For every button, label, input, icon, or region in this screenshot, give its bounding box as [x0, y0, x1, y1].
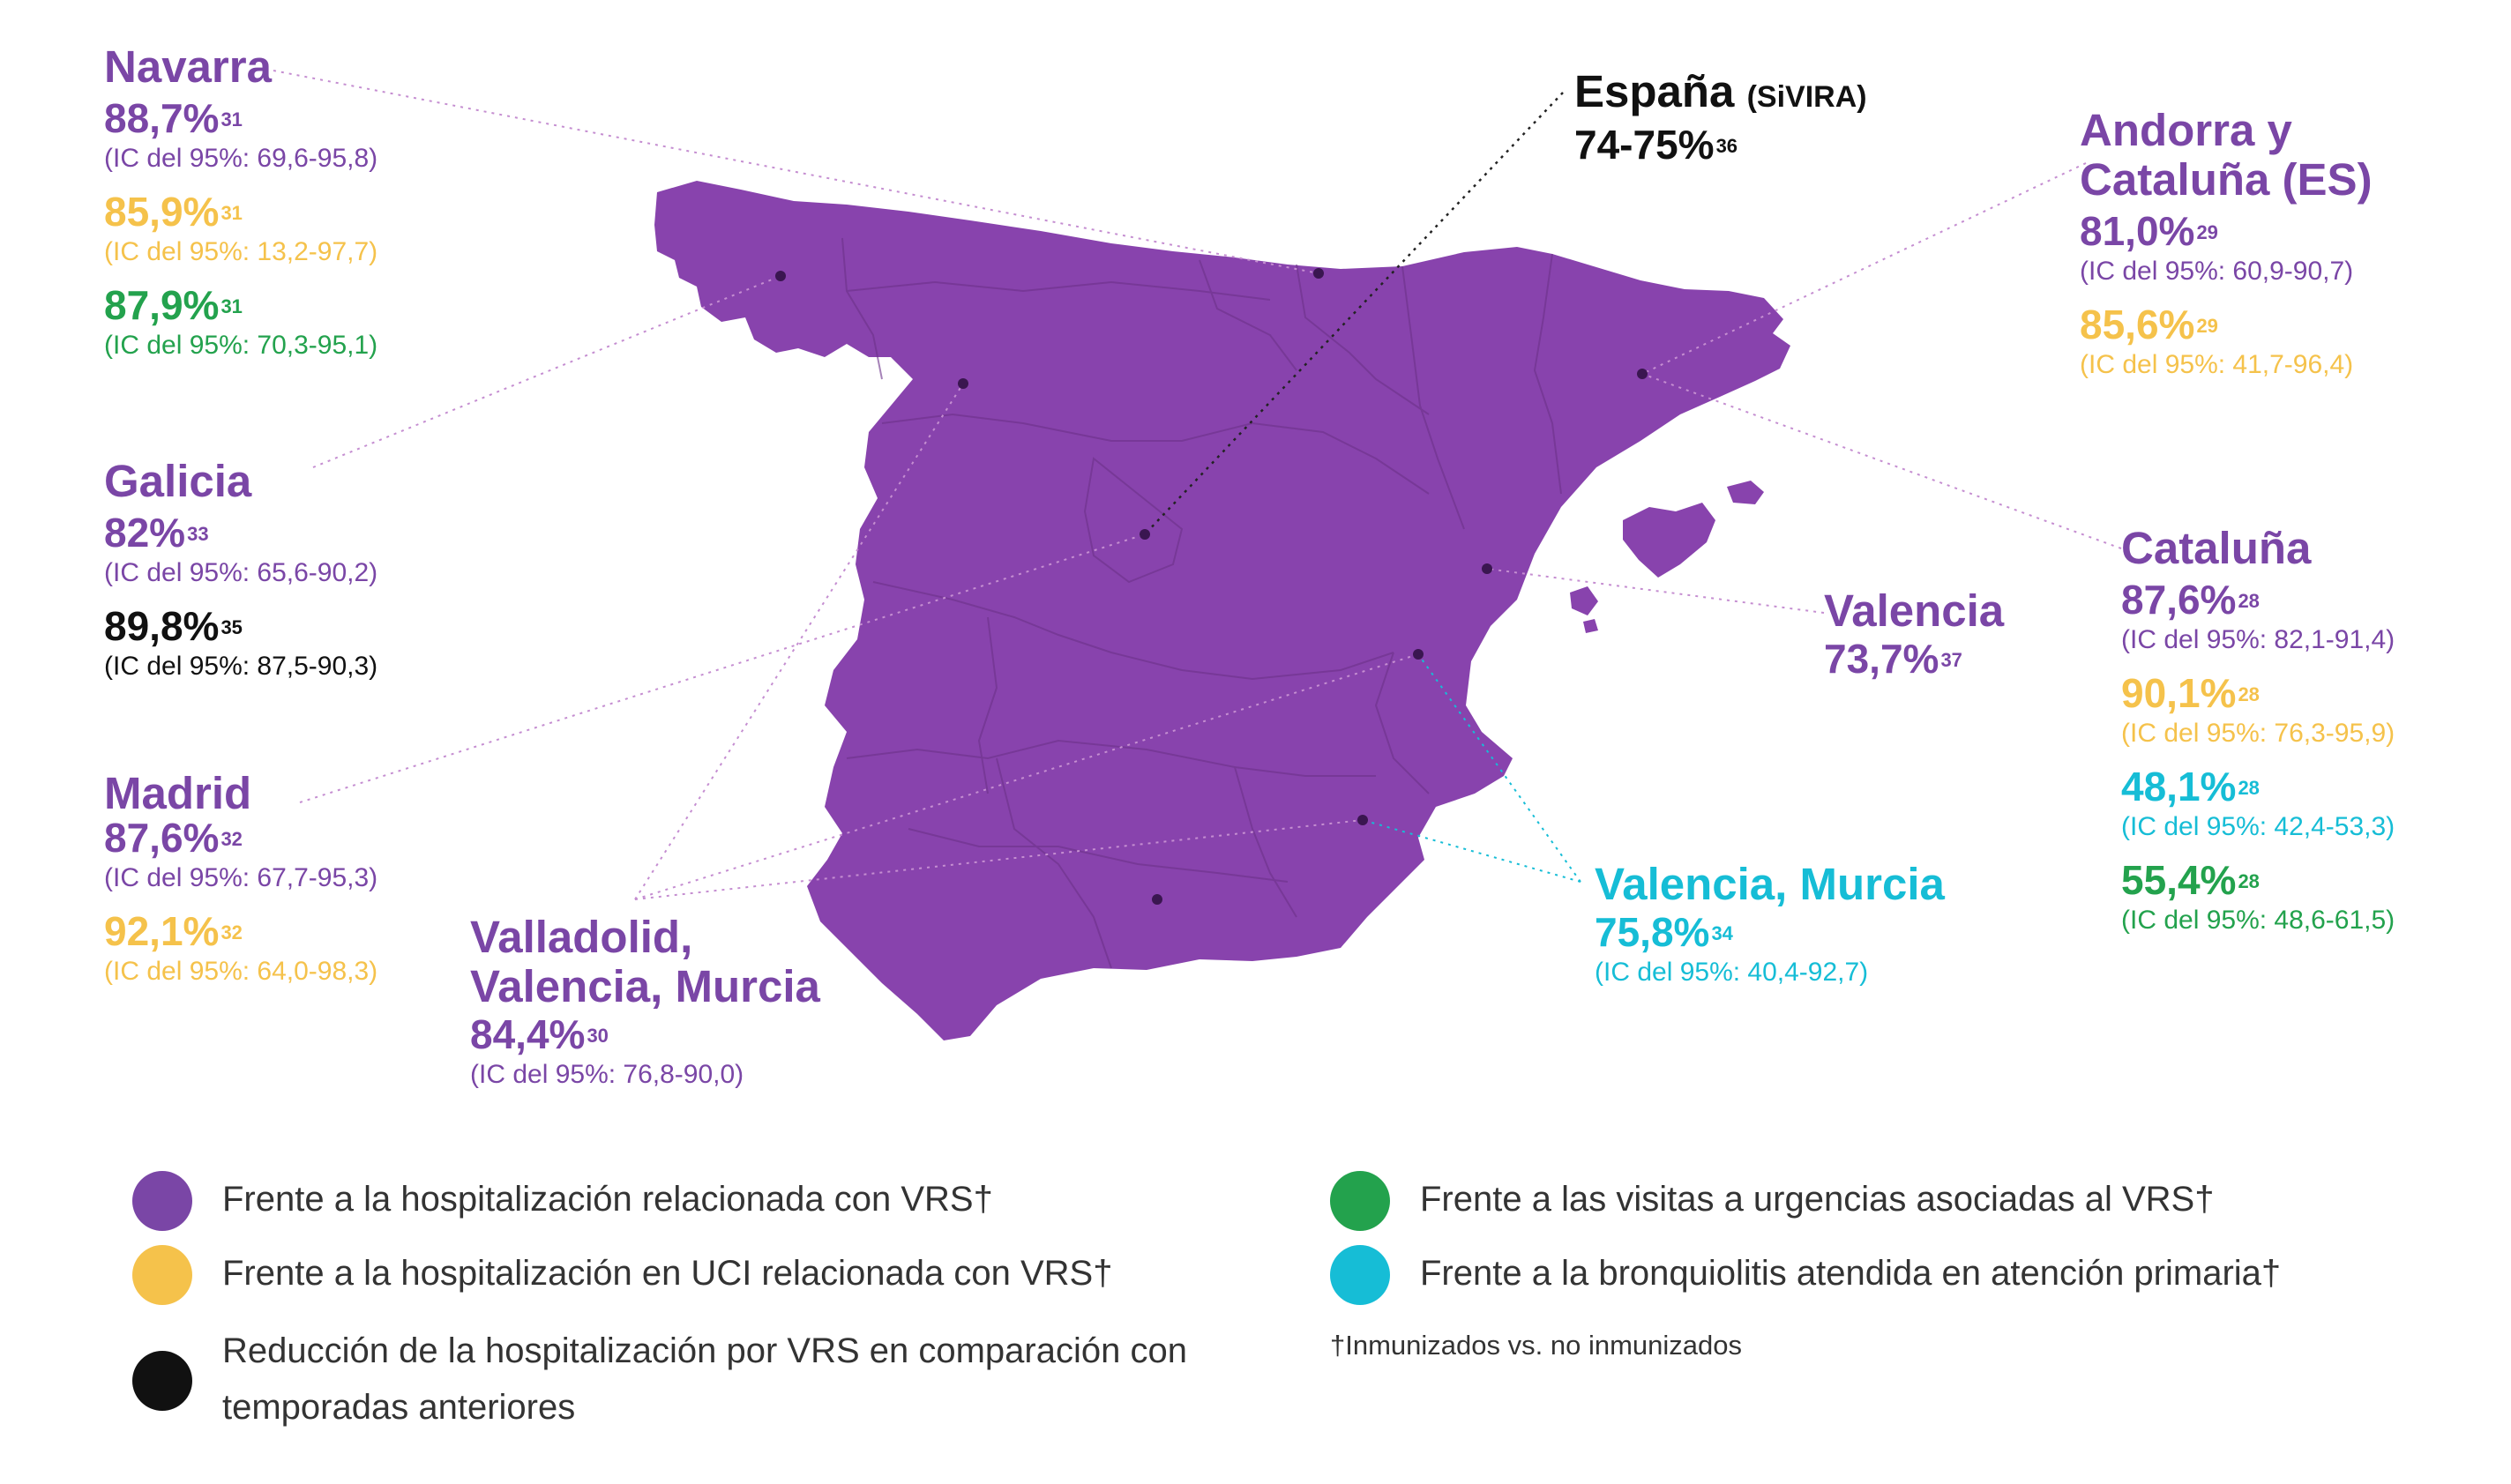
valencia-hosp-pct: 73,7%37: [1824, 636, 1962, 682]
leader-vvm-valladolid: [634, 383, 964, 900]
leader-madrid: [299, 533, 1146, 803]
leader-valmur-murcia: [1362, 819, 1581, 883]
andorra-name-line2: Cataluña (ES): [2080, 154, 2373, 205]
vvm-block: Valladolid, Valencia, Murcia 84,4%30 (IC…: [470, 913, 820, 1105]
legend-bronquiolitis: Frente a la bronquiolitis atendida en at…: [1330, 1245, 2281, 1305]
madrid-hosp-pct: 87,6%32: [104, 815, 243, 861]
dot-navarra: [1313, 268, 1324, 279]
ibiza-island: [1570, 586, 1598, 615]
dot-valencia: [1413, 649, 1424, 660]
leader-lines: [273, 70, 2122, 900]
legend-uci-label: Frente a la hospitalización en UCI relac…: [222, 1254, 1113, 1293]
navarra-name: Navarra: [104, 41, 272, 92]
leader-andorra: [1641, 162, 2087, 375]
andorra-block: Andorra y Cataluña (ES) 81,0%29 (IC del …: [2080, 106, 2373, 395]
legend-urgencias-swatch: [1330, 1171, 1390, 1231]
andorra-hosp-pct: 81,0%29: [2080, 208, 2218, 254]
legend-uci: Frente a la hospitalización en UCI relac…: [132, 1245, 1112, 1305]
valmur-name: Valencia, Murcia: [1595, 859, 1945, 909]
cataluna-hosp-pct: 87,6%28: [2121, 577, 2260, 623]
espana-red-pct: 74-75%36: [1574, 122, 1738, 168]
andorra-hosp-ci: (IC del 95%: 60,9-90,7): [2080, 257, 2354, 286]
navarra-hosp-pct: 88,7%31: [104, 95, 243, 141]
madrid-uci-pct: 92,1%32: [104, 908, 243, 954]
legend-urgencias: Frente a las visitas a urgencias asociad…: [1330, 1171, 2214, 1231]
legend-reduccion-label: Reducción de la hospitalización por VRS …: [222, 1331, 1187, 1427]
dot-madrid: [1140, 529, 1150, 540]
espana-name: España (SiVIRA): [1574, 66, 1867, 116]
andorra-name-line1: Andorra y: [2080, 105, 2292, 155]
cataluna-uci-ci: (IC del 95%: 76,3-95,9): [2121, 719, 2395, 748]
leader-cataluna: [1641, 373, 2122, 549]
vvm-name-line2: Valencia, Murcia: [470, 961, 820, 1011]
navarra-block: Navarra 88,7%31 (IC del 95%: 69,6-95,8) …: [104, 42, 377, 376]
cataluna-bronq-pct: 48,1%28: [2121, 764, 2260, 809]
dot-andalucia: [1152, 894, 1162, 905]
galicia-name: Galicia: [104, 456, 252, 506]
valencia-block: Valencia 73,7%37: [1824, 586, 2004, 682]
dot-castellon: [1482, 563, 1492, 574]
mallorca-island: [1623, 503, 1715, 578]
cataluna-urg-pct: 55,4%28: [2121, 857, 2260, 903]
cataluna-name: Cataluña: [2121, 523, 2312, 573]
valmur-block: Valencia, Murcia 75,8%34 (IC del 95%: 40…: [1595, 860, 1945, 1003]
leader-valencia: [1486, 568, 1825, 614]
formentera-island: [1583, 619, 1598, 633]
galicia-red-ci: (IC del 95%: 87,5-90,3): [104, 652, 378, 681]
galicia-hosp-ci: (IC del 95%: 65,6-90,2): [104, 558, 378, 587]
legend-reduccion-swatch: [132, 1351, 192, 1411]
valmur-bronq-ci: (IC del 95%: 40,4-92,7): [1595, 958, 1869, 987]
navarra-urg-ci: (IC del 95%: 70,3-95,1): [104, 331, 378, 360]
cataluna-uci-pct: 90,1%28: [2121, 670, 2260, 716]
valencia-name: Valencia: [1824, 585, 2005, 636]
andorra-uci-ci: (IC del 95%: 41,7-96,4): [2080, 350, 2354, 379]
vvm-hosp-ci: (IC del 95%: 76,8-90,0): [470, 1060, 744, 1089]
cataluna-hosp-ci: (IC del 95%: 82,1-91,4): [2121, 625, 2395, 654]
navarra-hosp-ci: (IC del 95%: 69,6-95,8): [104, 144, 378, 173]
cataluna-urg-ci: (IC del 95%: 48,6-61,5): [2121, 906, 2395, 935]
andorra-uci-pct: 85,6%29: [2080, 302, 2218, 347]
leader-galicia: [312, 275, 781, 468]
madrid-block: Madrid 87,6%32 (IC del 95%: 67,7-95,3) 9…: [104, 769, 377, 1002]
madrid-hosp-ci: (IC del 95%: 67,7-95,3): [104, 863, 378, 892]
leader-navarra: [273, 70, 1319, 274]
region-borders: [841, 237, 1562, 969]
galicia-hosp-pct: 82%33: [104, 510, 209, 556]
navarra-uci-ci: (IC del 95%: 13,2-97,7): [104, 237, 378, 266]
legend-bronquiolitis-label: Frente a la bronquiolitis atendida en at…: [1420, 1254, 2282, 1293]
navarra-urg-pct: 87,9%31: [104, 282, 243, 328]
leader-espana: [1144, 92, 1564, 535]
galicia-red-pct: 89,8%35: [104, 603, 243, 649]
cataluna-block: Cataluña 87,6%28 (IC del 95%: 82,1-91,4)…: [2121, 524, 2395, 951]
espana-source: (SiVIRA): [1746, 80, 1867, 114]
cataluna-bronq-ci: (IC del 95%: 42,4-53,3): [2121, 812, 2395, 841]
legend-reduccion: Reducción de la hospitalización por VRS …: [132, 1323, 1210, 1436]
legend-hosp-label: Frente a la hospitalización relacionada …: [222, 1180, 993, 1219]
menorca-island: [1727, 481, 1764, 504]
legend-uci-swatch: [132, 1245, 192, 1305]
dot-murcia: [1357, 815, 1368, 825]
madrid-name: Madrid: [104, 768, 252, 818]
city-dots: [775, 268, 1648, 905]
vvm-name-line1: Valladolid,: [470, 912, 693, 962]
galicia-block: Galicia 82%33 (IC del 95%: 65,6-90,2) 89…: [104, 457, 377, 697]
legend-urgencias-label: Frente a las visitas a urgencias asociad…: [1420, 1180, 2215, 1219]
dot-valladolid: [958, 378, 968, 389]
vvm-hosp-pct: 84,4%30: [470, 1011, 609, 1057]
legend-footnote: †Inmunizados vs. no inmunizados: [1330, 1330, 1742, 1361]
valmur-bronq-pct: 75,8%34: [1595, 909, 1733, 955]
mainland-spain-shape: [654, 181, 1790, 1040]
dot-galicia: [775, 271, 786, 281]
leader-vvm-murcia: [634, 819, 1364, 900]
espana-block: España (SiVIRA) 74-75%36: [1574, 67, 1867, 168]
leader-vvm-valencia: [634, 653, 1419, 900]
navarra-uci-pct: 85,9%31: [104, 189, 243, 235]
legend-hosp: Frente a la hospitalización relacionada …: [132, 1171, 993, 1231]
legend-hosp-swatch: [132, 1171, 192, 1231]
legend-bronquiolitis-swatch: [1330, 1245, 1390, 1305]
madrid-uci-ci: (IC del 95%: 64,0-98,3): [104, 957, 378, 986]
dot-cataluna: [1637, 369, 1648, 379]
